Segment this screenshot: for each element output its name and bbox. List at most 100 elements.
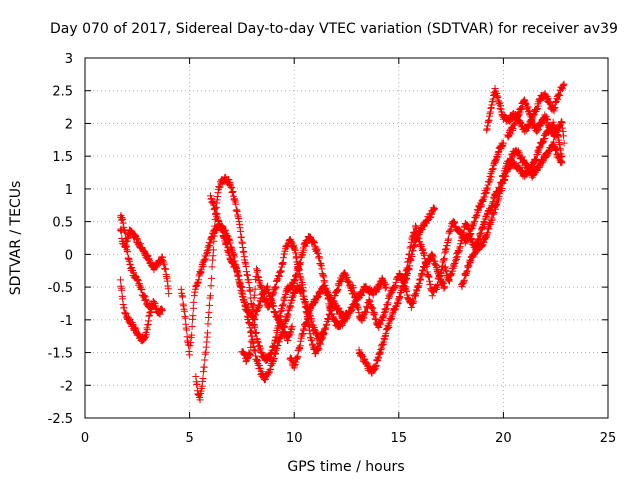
- series-satellite-track-h: [286, 274, 390, 372]
- x-tick-label: 5: [185, 431, 193, 446]
- data-point-marker: [272, 283, 280, 291]
- data-point-marker: [560, 132, 568, 140]
- data-point-marker: [216, 183, 224, 191]
- data-point-marker: [181, 314, 189, 322]
- data-point-marker: [201, 350, 209, 358]
- data-point-marker: [184, 337, 192, 345]
- data-point-marker: [200, 363, 208, 371]
- data-point-marker: [186, 351, 194, 359]
- data-point-marker: [210, 232, 218, 240]
- data-point-marker: [239, 287, 247, 295]
- data-point-marker: [560, 139, 568, 147]
- series-satellite-track-b: [117, 211, 166, 318]
- y-tick-label: 0: [65, 248, 73, 263]
- data-point-marker: [250, 301, 258, 309]
- data-point-marker: [191, 288, 199, 296]
- data-point-marker: [232, 200, 240, 208]
- data-point-marker: [249, 308, 257, 316]
- data-point-marker: [488, 216, 496, 224]
- data-point-marker: [190, 298, 198, 306]
- data-point-marker: [121, 228, 129, 236]
- x-tick-label: 20: [495, 431, 512, 446]
- data-point-marker: [202, 348, 210, 356]
- data-point-marker: [288, 322, 296, 330]
- data-point-marker: [251, 285, 259, 293]
- data-point-marker: [279, 328, 287, 336]
- data-point-marker: [486, 176, 494, 184]
- data-point-marker: [204, 329, 212, 337]
- data-point-marker: [441, 283, 449, 291]
- data-point-marker: [120, 227, 128, 235]
- y-tick-label: -1: [60, 314, 73, 329]
- data-point-marker: [185, 348, 193, 356]
- data-point-marker: [300, 246, 308, 254]
- data-point-marker: [207, 292, 215, 300]
- x-axis-title: GPS time / hours: [287, 459, 404, 475]
- data-point-marker: [120, 304, 128, 312]
- y-tick-label: 0.5: [52, 216, 73, 231]
- data-point-marker: [148, 303, 156, 311]
- series-satellite-track-k: [399, 139, 507, 300]
- series-satellite-track-c: [117, 276, 156, 345]
- data-point-marker: [165, 290, 173, 298]
- data-point-marker: [249, 316, 257, 324]
- data-point-marker: [445, 235, 453, 243]
- data-point-marker: [196, 396, 204, 404]
- data-point-marker: [481, 193, 489, 201]
- data-point-marker: [246, 351, 254, 359]
- data-point-marker: [208, 263, 216, 271]
- data-point-marker: [256, 364, 264, 372]
- data-point-marker: [119, 215, 127, 223]
- y-tick-label: 1: [65, 183, 73, 198]
- data-point-marker: [430, 205, 438, 213]
- y-axis-title: SDTVAR / TECUs: [8, 181, 24, 296]
- data-point-marker: [270, 355, 278, 363]
- data-point-marker: [248, 322, 256, 330]
- data-point-marker: [188, 323, 196, 331]
- data-point-marker: [119, 219, 127, 227]
- series-satellite-track-m: [458, 138, 566, 291]
- x-tick-label: 15: [391, 431, 408, 446]
- y-tick-label: 2.5: [52, 85, 73, 100]
- data-point-marker: [199, 374, 207, 382]
- data-point-marker: [211, 222, 219, 230]
- data-point-marker: [246, 287, 254, 295]
- data-point-marker: [117, 276, 125, 284]
- data-point-marker: [207, 282, 215, 290]
- y-tick-label: 3: [65, 52, 73, 67]
- y-tick-label: -2: [60, 379, 73, 394]
- data-point-marker: [205, 308, 213, 316]
- data-point-marker: [205, 301, 213, 309]
- data-point-marker: [201, 356, 209, 364]
- data-point-marker: [208, 274, 216, 282]
- data-point-marker: [143, 331, 151, 339]
- data-point-marker: [237, 227, 245, 235]
- y-tick-label: 1.5: [52, 150, 73, 165]
- data-point-marker: [559, 127, 567, 135]
- data-point-marker: [410, 298, 418, 306]
- data-point-marker: [382, 283, 390, 291]
- data-point-marker: [158, 306, 166, 314]
- data-point-marker: [119, 300, 127, 308]
- data-point-marker: [189, 304, 197, 312]
- data-point-marker: [179, 293, 187, 301]
- data-point-marker: [209, 252, 217, 260]
- data-point-marker: [247, 338, 255, 346]
- data-point-marker: [189, 312, 197, 320]
- x-tick-label: 0: [81, 431, 89, 446]
- data-point-marker: [499, 139, 507, 147]
- data-point-marker: [209, 246, 217, 254]
- data-point-marker: [124, 248, 132, 256]
- data-point-marker: [253, 267, 261, 275]
- data-point-marker: [204, 320, 212, 328]
- data-point-marker: [193, 380, 201, 388]
- data-points-layer: [117, 80, 568, 404]
- y-tick-label: -2.5: [48, 412, 73, 427]
- data-point-marker: [190, 292, 198, 300]
- data-point-marker: [119, 295, 127, 303]
- data-point-marker: [405, 251, 413, 259]
- data-point-marker: [186, 342, 194, 350]
- data-point-marker: [188, 331, 196, 339]
- data-point-marker: [223, 240, 231, 248]
